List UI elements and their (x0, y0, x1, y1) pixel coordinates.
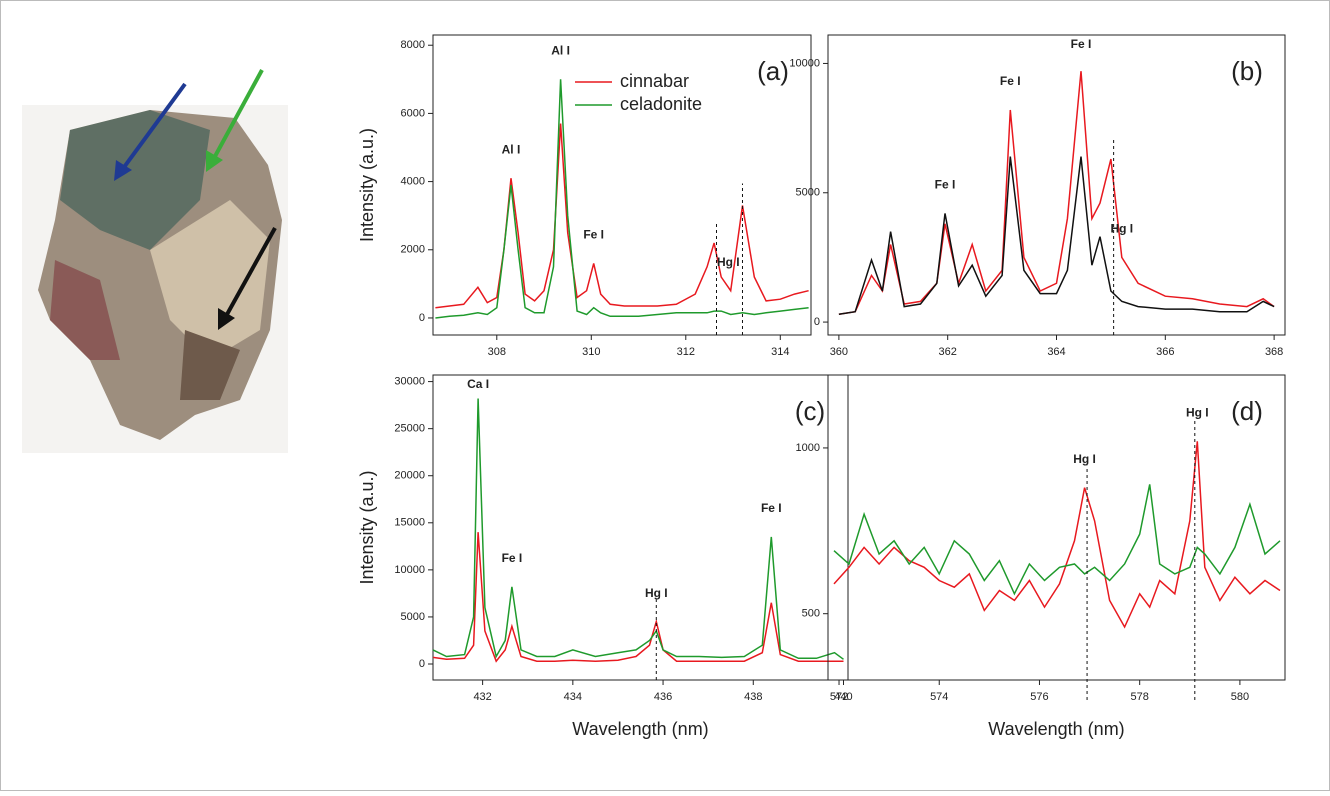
y-tick-label: 8000 (401, 39, 425, 51)
spectrum-line (432, 398, 844, 660)
legend-label: celadonite (620, 94, 702, 114)
panel: 360 362 364 366 368 0 5000 10000 Fe I Fe I Fe I Hg … (789, 34, 1286, 358)
x-tick-label: 360 (830, 346, 848, 358)
x-tick-label: 310 (582, 346, 600, 358)
panel: 432 434 436 438 440 0 5000 10000 15000 20000 25000… (357, 374, 853, 739)
spectrum-line (432, 532, 844, 663)
y-tick-label: 5000 (401, 611, 425, 623)
plot-frame (432, 374, 849, 681)
x-tick-label: 366 (1156, 346, 1174, 358)
y-tick-label: 500 (802, 608, 820, 620)
x-tick-label: 312 (677, 346, 695, 358)
x-tick-label: 580 (1231, 691, 1249, 703)
panel-label: (c) (795, 396, 825, 426)
peak-label: Fe I (1000, 74, 1021, 88)
x-axis-label: Wavelength (nm) (572, 719, 708, 739)
peak-label: Hg I (717, 255, 740, 269)
panel-label: (d) (1231, 396, 1263, 426)
y-tick-label: 0 (814, 316, 820, 328)
y-tick-label: 10000 (789, 57, 820, 69)
y-tick-label: 15000 (394, 517, 425, 529)
y-tick-label: 0 (419, 312, 425, 324)
peak-label: Al I (551, 43, 570, 57)
spectrum-line (435, 79, 809, 319)
peak-label: Fe I (935, 178, 956, 192)
x-tick-label: 362 (939, 346, 957, 358)
panel-label: (b) (1231, 56, 1263, 86)
spectrum-line (833, 484, 1281, 596)
x-tick-label: 314 (771, 346, 789, 358)
x-tick-label: 572 (830, 691, 848, 703)
panel: 308 310 312 314 0 2000 4000 6000 8000 Al I Al I Fe … (357, 34, 812, 358)
spectrum-line (838, 156, 1275, 316)
peak-label: Al I (502, 142, 521, 156)
spectrum-line (833, 441, 1281, 629)
y-tick-label: 1000 (796, 442, 820, 454)
peak-label: Fe I (583, 228, 604, 242)
x-tick-label: 308 (488, 346, 506, 358)
y-tick-label: 2000 (401, 244, 425, 256)
x-tick-label: 434 (564, 691, 582, 703)
y-tick-label: 0 (419, 658, 425, 670)
peak-label: Hg I (645, 586, 668, 600)
peak-label: Ca I (467, 377, 489, 391)
y-tick-label: 5000 (796, 187, 820, 199)
x-tick-label: 436 (654, 691, 672, 703)
panel: 572 574 576 578 580 500 1000 Hg I Hg I (d) Wavelen… (796, 374, 1286, 739)
x-tick-label: 364 (1047, 346, 1065, 358)
y-tick-label: 20000 (394, 470, 425, 482)
peak-label: Fe I (1071, 37, 1092, 51)
peak-label: Hg I (1110, 222, 1133, 236)
y-tick-label: 30000 (394, 375, 425, 387)
peak-label: Hg I (1186, 405, 1209, 419)
panel-label: (a) (757, 56, 789, 86)
y-tick-label: 25000 (394, 423, 425, 435)
y-tick-label: 10000 (394, 564, 425, 576)
peak-label: Fe I (502, 551, 523, 565)
plot-frame (432, 34, 812, 336)
x-tick-label: 574 (930, 691, 948, 703)
plot-frame (827, 374, 1286, 681)
y-axis-label: Intensity (a.u.) (357, 470, 377, 584)
y-tick-label: 4000 (401, 175, 425, 187)
x-tick-label: 578 (1131, 691, 1149, 703)
peak-label: Hg I (1073, 452, 1096, 466)
legend-label: cinnabar (620, 71, 689, 91)
y-axis-label: Intensity (a.u.) (357, 128, 377, 242)
x-axis-label: Wavelength (nm) (988, 719, 1124, 739)
x-tick-label: 368 (1265, 346, 1283, 358)
x-tick-label: 432 (473, 691, 491, 703)
y-tick-label: 6000 (401, 107, 425, 119)
x-tick-label: 440 (834, 691, 852, 703)
mineral-photo (22, 69, 288, 453)
x-tick-label: 576 (1030, 691, 1048, 703)
peak-label: Fe I (761, 501, 782, 515)
x-tick-label: 438 (744, 691, 762, 703)
